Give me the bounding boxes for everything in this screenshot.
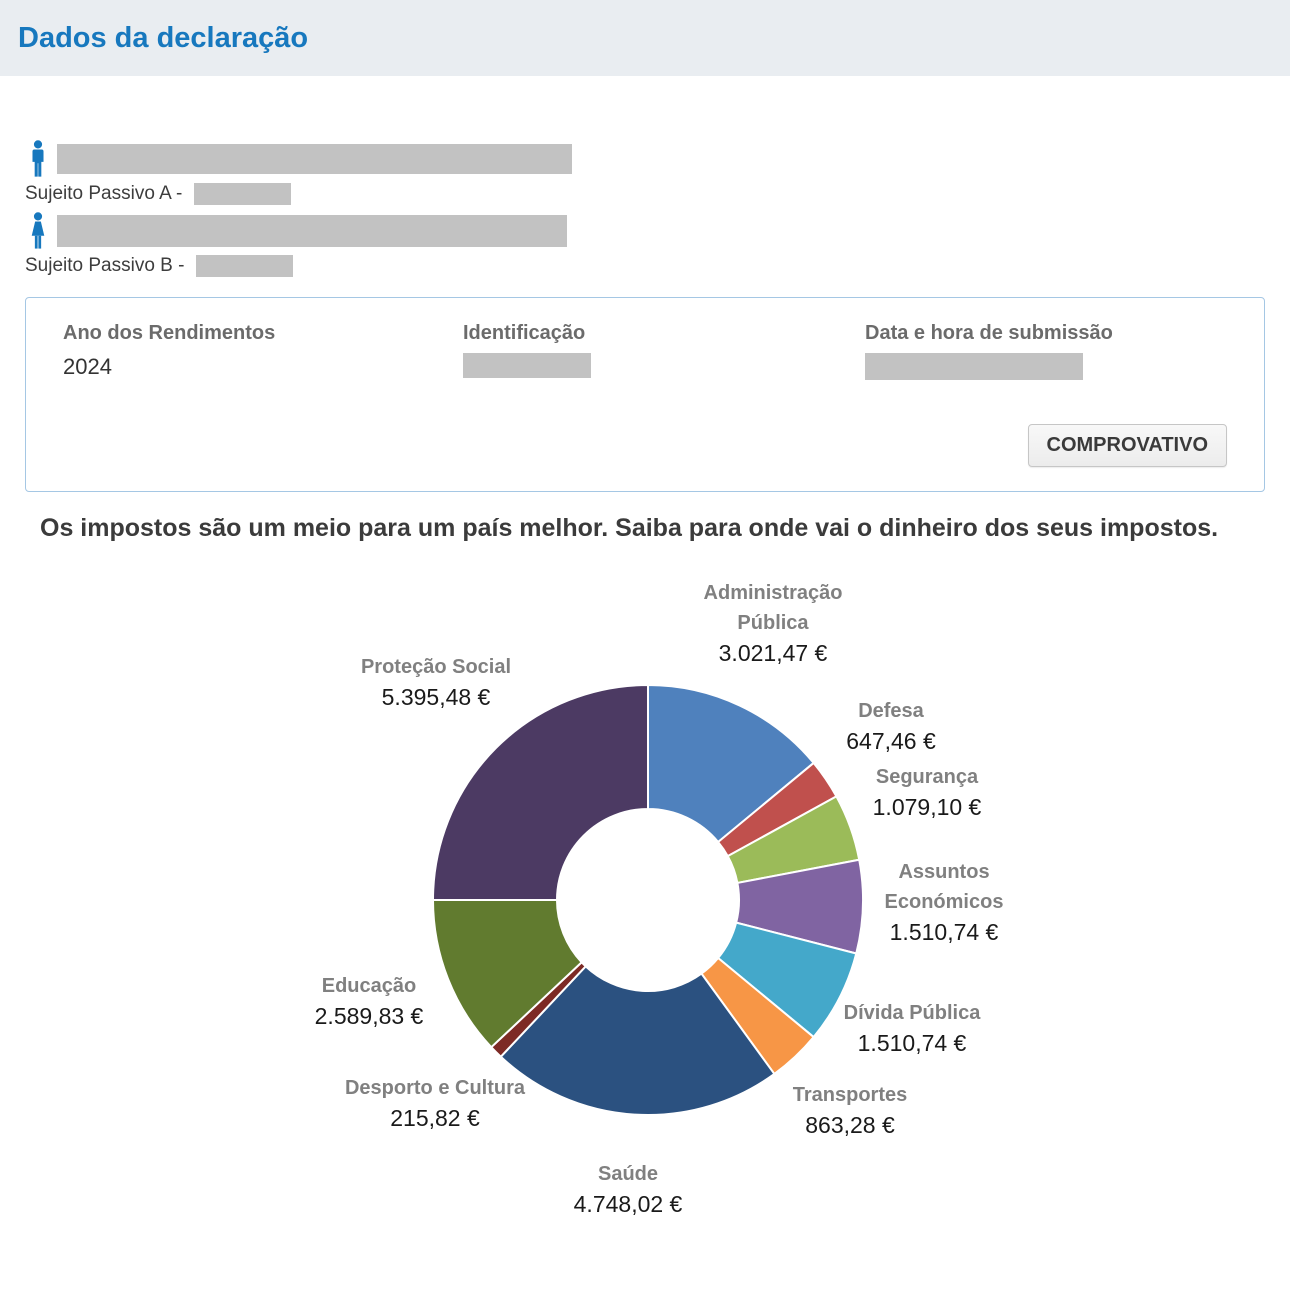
taxpayer-a-label-line: Sujeito Passivo A - — [25, 183, 1265, 205]
taxpayer-b-label-line: Sujeito Passivo B - — [25, 255, 1265, 278]
taxpayer-section: Sujeito Passivo A - Sujeito Passivo B - — [25, 140, 1265, 278]
donut-slice-6 — [499, 964, 776, 1116]
male-person-icon — [32, 140, 44, 177]
chart-label-desporto-e-cultura: Desporto e Cultura 215,82 € — [344, 1076, 526, 1131]
female-person-icon — [31, 212, 45, 249]
submission-label: Data e hora de submissão — [865, 322, 1113, 345]
field-identification: Identificação — [463, 322, 865, 380]
taxpayer-b-row — [28, 212, 1265, 250]
field-submission: Data e hora de submissão — [865, 322, 1227, 381]
redacted-identification — [463, 353, 591, 379]
identification-label: Identificação — [463, 322, 586, 345]
donut-slice-9 — [432, 683, 649, 901]
chart-label-educacao: Educação 2.589,83 € — [314, 974, 424, 1029]
chart-label-transportes: Transportes 863,28 € — [792, 1083, 908, 1138]
comprovativo-button[interactable]: COMPROVATIVO — [1027, 424, 1227, 468]
chart-label-seguranca: Segurança 1.079,10 € — [872, 765, 982, 820]
page-title: Dados da declaração — [18, 21, 309, 54]
redacted-name-a — [57, 144, 572, 174]
tax-distribution-chart: Administração Pública 3.021,47 € Defesa … — [25, 560, 1265, 1286]
page-header: Dados da declaração — [0, 0, 1290, 76]
taxes-intro-heading: Os impostos são um meio para um país mel… — [40, 514, 1219, 543]
donut-slice-0 — [647, 683, 815, 843]
chart-label-saude: Saúde 4.748,02 € — [573, 1162, 683, 1217]
content-area: Sujeito Passivo A - Sujeito Passivo B - … — [0, 140, 1290, 1286]
chart-label-protecao-social: Proteção Social 5.395,48 € — [360, 655, 512, 710]
chart-label-divida-publica: Dívida Pública 1.510,74 € — [843, 1001, 981, 1056]
redacted-nif-a — [193, 183, 291, 205]
year-label: Ano dos Rendimentos — [63, 322, 276, 345]
chart-label-defesa: Defesa 647,46 € — [846, 699, 936, 754]
redacted-nif-b — [195, 255, 293, 278]
taxpayer-b-label: Sujeito Passivo B - — [25, 255, 185, 277]
donut-chart — [432, 683, 864, 1116]
taxpayer-a-label: Sujeito Passivo A - — [25, 183, 183, 205]
declaration-info-box: Ano dos Rendimentos 2024 Identificação D… — [25, 297, 1265, 493]
taxpayer-a-row — [28, 140, 1265, 178]
chart-label-administracao-publica: Administração Pública 3.021,47 € — [703, 581, 843, 666]
donut-slice-8 — [432, 898, 583, 1048]
year-value: 2024 — [63, 354, 112, 380]
chart-label-assuntos-economicos: Assuntos Económicos 1.510,74 € — [884, 860, 1004, 945]
redacted-submission-datetime — [865, 353, 1083, 381]
redacted-name-b — [57, 215, 567, 248]
field-year: Ano dos Rendimentos 2024 — [63, 322, 463, 380]
